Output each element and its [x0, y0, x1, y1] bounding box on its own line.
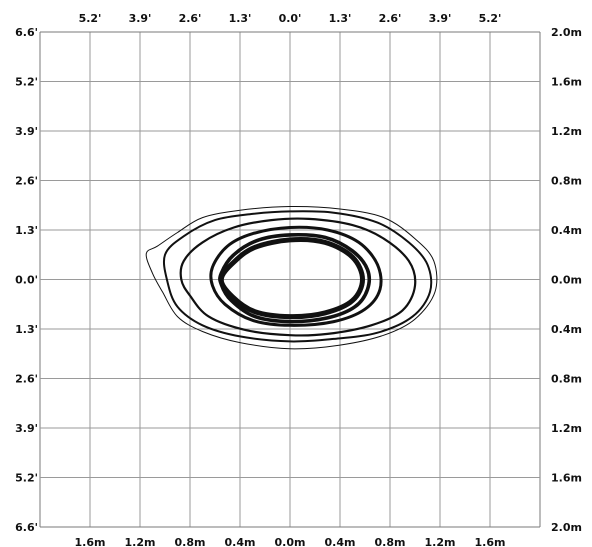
tick-label-right: 0.8m: [551, 175, 582, 188]
tick-label-right: 0.8m: [551, 373, 582, 386]
tick-label-left: 2.6': [15, 175, 38, 188]
tick-label-top: 3.9': [129, 12, 152, 25]
tick-label-top: 2.6': [179, 12, 202, 25]
contour-line: [145, 205, 438, 350]
tick-label-bottom: 0.8m: [375, 536, 406, 547]
axis-labels: 5.2' 3.9' 2.6' 1.3' 0.0' 1.3' 2.6' 3.9' 5.2' 1.6m…: [15, 12, 582, 547]
tick-label-bottom: 1.6m: [75, 536, 106, 547]
tick-label-top: 2.6': [379, 12, 402, 25]
tick-label-right: 2.0m: [551, 26, 582, 39]
contour-line: [218, 232, 372, 324]
tick-label-right: 1.2m: [551, 422, 582, 435]
grid: [39, 31, 541, 528]
tick-label-left: 6.6': [15, 26, 38, 39]
tick-label-left: 1.3': [15, 224, 38, 237]
tick-label-left: 0.0': [15, 274, 38, 287]
tick-label-bottom: 1.2m: [125, 536, 156, 547]
tick-label-top: 0.0': [279, 12, 302, 25]
tick-label-left: 2.6': [15, 373, 38, 386]
contour-lines: [145, 205, 438, 350]
tick-label-bottom: 0.4m: [325, 536, 356, 547]
tick-label-left: 5.2': [15, 472, 38, 485]
tick-label-top: 1.3': [329, 12, 352, 25]
tick-label-left: 3.9': [15, 422, 38, 435]
tick-label-right: 0.4m: [551, 224, 582, 237]
tick-label-bottom: 0.0m: [275, 536, 306, 547]
tick-label-bottom: 1.2m: [425, 536, 456, 547]
tick-label-right: 0.0m: [551, 274, 582, 287]
contour-line: [162, 210, 433, 343]
tick-label-top: 5.2': [79, 12, 102, 25]
tick-label-bottom: 0.4m: [225, 536, 256, 547]
contour-line: [209, 225, 383, 327]
tick-label-right: 1.2m: [551, 125, 582, 138]
tick-label-left: 6.6': [15, 521, 38, 534]
tick-label-right: 1.6m: [551, 472, 582, 485]
tick-label-top: 5.2': [479, 12, 502, 25]
tick-label-top: 1.3': [229, 12, 252, 25]
tick-label-right: 0.4m: [551, 323, 582, 336]
tick-label-left: 3.9': [15, 125, 38, 138]
tick-label-right: 2.0m: [551, 521, 582, 534]
contour-line: [218, 237, 365, 320]
contour-line: [179, 217, 417, 337]
tick-label-left: 5.2': [15, 76, 38, 89]
tick-label-bottom: 0.8m: [175, 536, 206, 547]
tick-label-right: 1.6m: [551, 76, 582, 89]
tick-label-left: 1.3': [15, 323, 38, 336]
tick-label-top: 3.9': [429, 12, 452, 25]
tick-label-bottom: 1.6m: [475, 536, 506, 547]
